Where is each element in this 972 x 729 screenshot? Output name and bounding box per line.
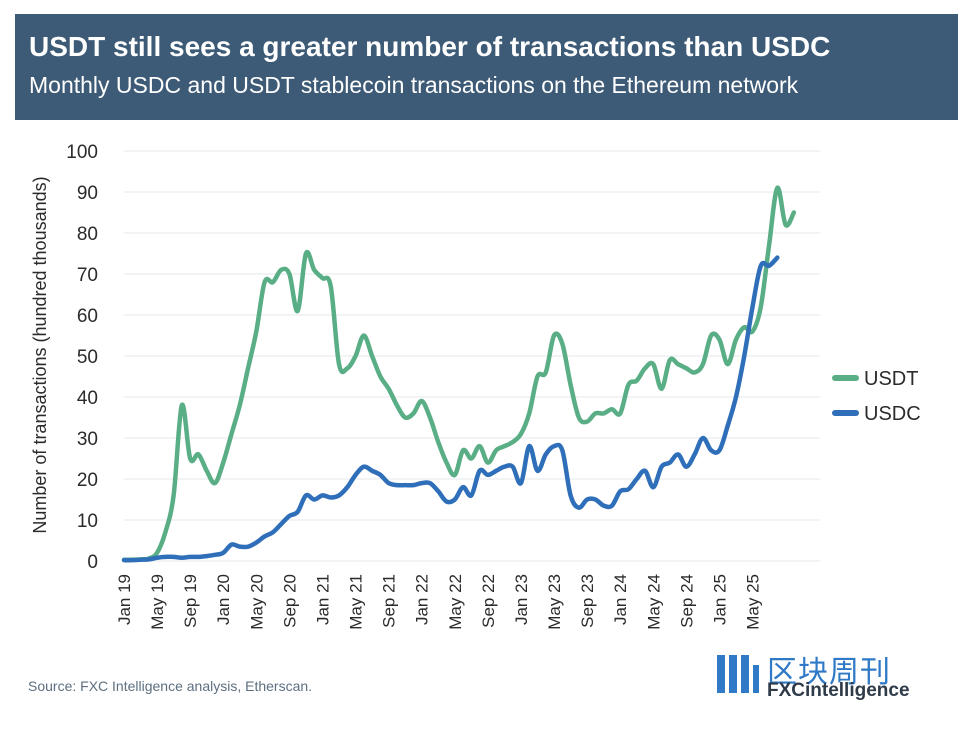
x-tick-labels: Jan 19 May 19 Sep 19 Jan 20 May 20 Sep 20 Jan … [115,574,763,630]
gridlines [124,150,820,562]
y-tick-label: 50 [77,347,98,368]
y-tick-label: 30 [77,429,98,450]
watermark-brand: FXCintelligence [767,680,910,701]
x-tick-label: Jan 20 [214,574,233,625]
chart-title: USDT still sees a greater number of tran… [29,31,831,62]
x-tick-label: Jan 22 [413,574,432,625]
y-axis-label: Number of transactions (hundred thousand… [30,176,50,533]
x-tick-label: May 23 [545,574,564,630]
x-tick-label: May 19 [148,574,167,630]
x-tick-label: May 25 [744,574,763,630]
x-tick-label: Sep 22 [479,574,498,628]
x-tick-label: Jan 21 [313,574,332,625]
x-tick-label: Sep 21 [380,574,399,628]
chart-header: USDT still sees a greater number of tran… [15,14,958,120]
y-tick-label: 90 [77,183,98,204]
y-tick-label: 40 [77,388,98,409]
x-tick-label: Sep 24 [677,574,696,628]
x-tick-label: May 20 [247,574,266,630]
x-tick-label: Sep 23 [578,574,597,628]
source-note: Source: FXC Intelligence analysis, Ether… [28,678,313,694]
brand-bars-icon [717,655,759,693]
series-line-usdc [121,255,780,563]
chart-subtitle: Monthly USDC and USDT stablecoin transac… [29,72,799,98]
x-tick-label: Jan 25 [710,574,729,625]
y-tick-labels: 0 10 20 30 40 50 60 70 80 90 100 [66,142,98,573]
y-tick-label: 100 [66,142,98,163]
x-tick-label: May 22 [446,574,465,630]
y-tick-label: 70 [77,265,98,286]
x-tick-label: Jan 19 [115,574,134,625]
y-tick-label: 10 [77,511,98,532]
legend: USDT USDC [832,368,921,425]
series-line-usdt [121,185,797,563]
y-tick-label: 60 [77,306,98,327]
watermark: 区块周刊 FXCintelligence [715,645,950,701]
x-tick-label: Jan 23 [512,574,531,625]
x-tick-label: Jan 24 [611,574,630,625]
x-tick-label: May 21 [347,574,366,630]
legend-label-usdc: USDC [864,403,921,425]
x-tick-label: May 24 [644,574,663,630]
legend-label-usdt: USDT [864,368,918,390]
y-tick-label: 80 [77,224,98,245]
series-lines [121,185,797,563]
x-tick-label: Sep 19 [181,574,200,628]
x-tick-label: Sep 20 [280,574,299,628]
y-tick-label: 0 [87,552,98,573]
watermark-chinese: 区块周刊 [767,655,891,690]
y-tick-label: 20 [77,470,98,491]
